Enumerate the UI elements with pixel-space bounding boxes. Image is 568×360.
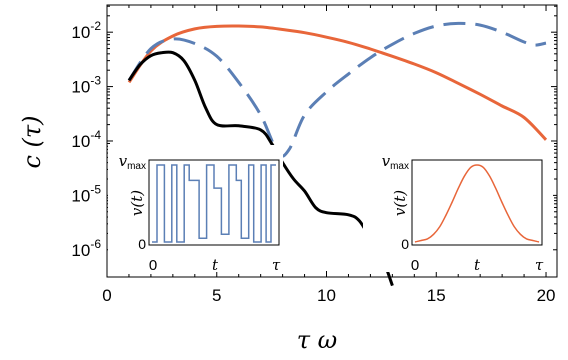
inset2-series-line-0 bbox=[414, 164, 540, 243]
inset1-y-tick-vmax: vmax bbox=[119, 152, 146, 172]
inset2-y-tick-0: 0 bbox=[401, 236, 409, 252]
series-line-0 bbox=[127, 24, 548, 141]
y-tick-label: 10-2 bbox=[71, 19, 101, 42]
x-tick-label: 15 bbox=[427, 286, 446, 305]
y-axis-label: c (τ) bbox=[18, 115, 46, 168]
inset2-x-tick-tau: τ bbox=[535, 256, 544, 274]
x-tick-label: 5 bbox=[212, 286, 221, 305]
inset-random-protocol: 0 t τ 0 vmax v(t) bbox=[108, 145, 283, 274]
y-tick-label: 10-3 bbox=[71, 74, 101, 97]
inset1-y-tick-0: 0 bbox=[138, 236, 146, 252]
x-tick-label: 10 bbox=[317, 286, 336, 305]
y-tick-label: 10-6 bbox=[71, 237, 101, 260]
inset2-y-tick-vmax: vmax bbox=[382, 152, 409, 172]
inset2-background bbox=[363, 145, 553, 272]
y-tick-label: 10-4 bbox=[71, 128, 101, 151]
inset2-frame bbox=[411, 159, 543, 246]
inset1-x-tick-tau: τ bbox=[272, 256, 281, 274]
x-tick-label: 0 bbox=[102, 286, 111, 305]
x-tick-label: 20 bbox=[537, 286, 556, 305]
x-axis-label: τ ω bbox=[297, 326, 337, 354]
inset2-x-tick-t: t bbox=[474, 256, 481, 274]
inset1-frame bbox=[148, 159, 280, 246]
series-line-1 bbox=[127, 21, 547, 158]
inset1-y-axis-label: v(t) bbox=[128, 190, 146, 216]
series-line-2 bbox=[127, 50, 394, 287]
inset1-series-line-0 bbox=[152, 164, 276, 243]
inset2-y-axis-label: v(t) bbox=[391, 190, 409, 216]
inset-gaussian-protocol: 0 t τ 0 vmax v(t) bbox=[363, 145, 553, 274]
inset1-x-tick-t: t bbox=[212, 256, 219, 274]
inset2-x-tick-0: 0 bbox=[411, 257, 419, 274]
y-tick-label: 10-5 bbox=[71, 182, 101, 205]
inset1-x-tick-0: 0 bbox=[149, 257, 157, 274]
